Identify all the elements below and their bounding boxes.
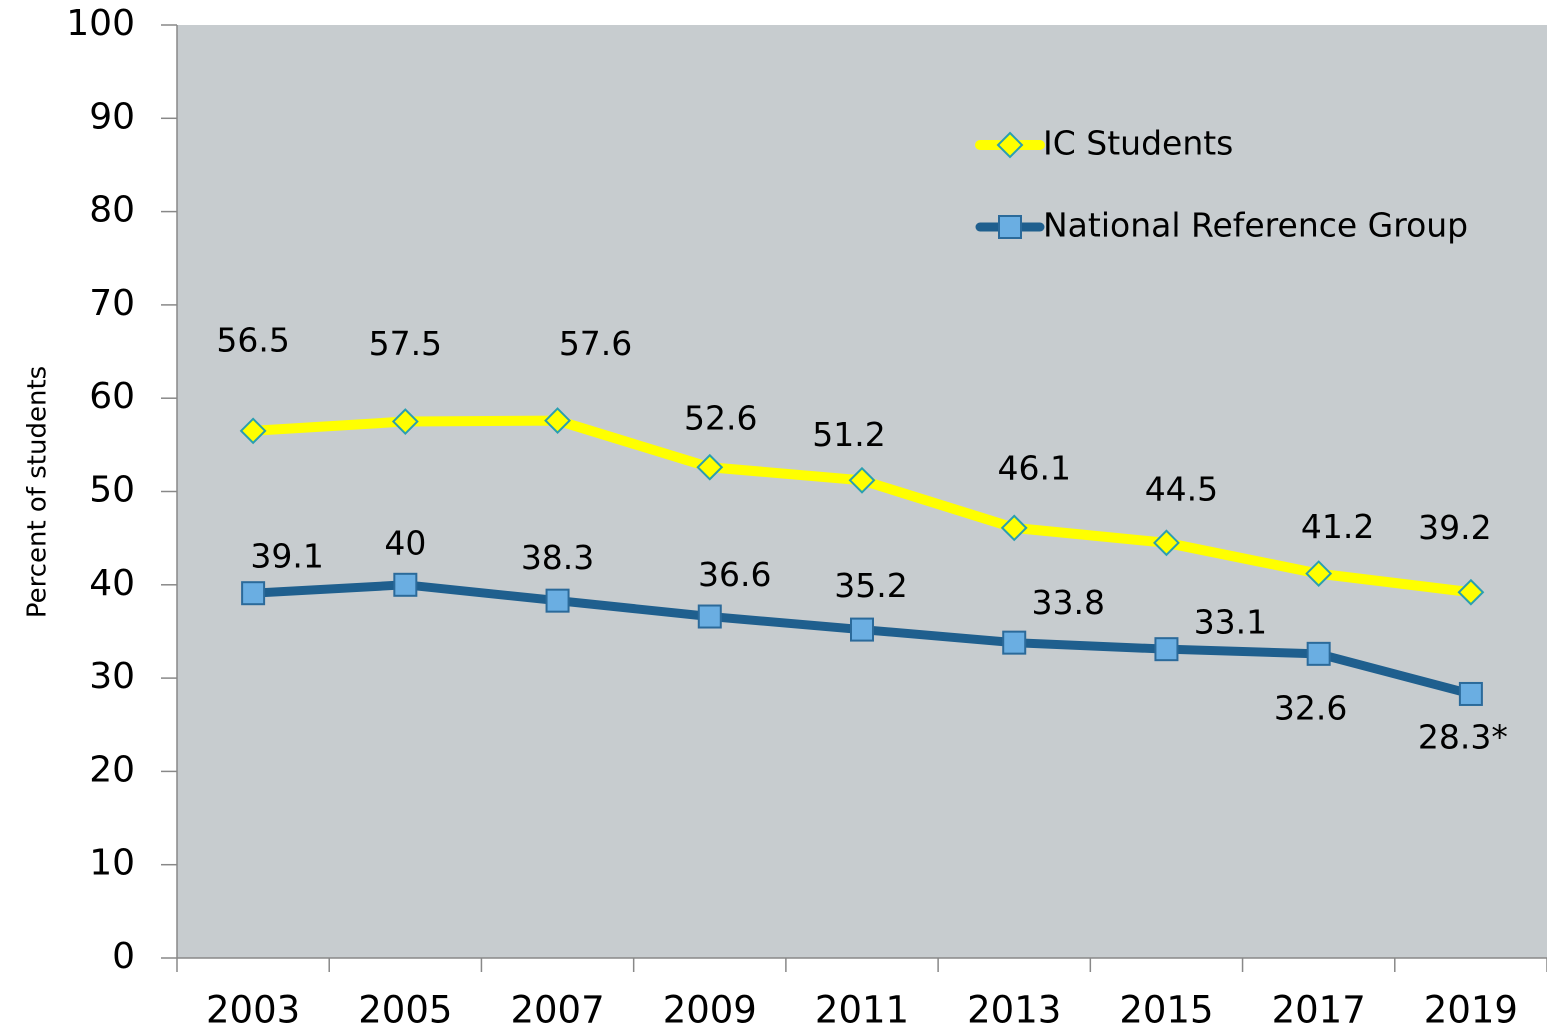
y-axis-label: Percent of students	[23, 366, 53, 618]
legend-label: National Reference Group	[1043, 206, 1468, 245]
data-label: 40	[384, 523, 426, 562]
y-tick-label: 50	[89, 470, 135, 511]
legend-marker	[996, 131, 1024, 159]
data-point	[239, 417, 267, 445]
data-point	[1000, 514, 1028, 542]
data-label: 51.2	[812, 415, 885, 454]
data-label: 32.6	[1274, 688, 1347, 727]
x-tick-label: 2003	[206, 989, 300, 1032]
data-point	[1457, 578, 1485, 606]
y-tick-label: 20	[89, 749, 135, 790]
x-tick-label: 2011	[815, 989, 909, 1032]
data-point	[1153, 529, 1180, 557]
data-label: 44.5	[1145, 469, 1218, 508]
data-label: 38.3	[521, 538, 594, 577]
data-label: 57.5	[369, 324, 442, 363]
data-point	[848, 466, 876, 494]
x-tick-label: 2005	[358, 989, 452, 1032]
data-label: 57.6	[559, 324, 632, 363]
data-point	[1154, 637, 1179, 662]
data-point	[1306, 641, 1331, 666]
data-point	[544, 407, 571, 435]
data-point	[393, 572, 418, 597]
data-label: 33.1	[1194, 603, 1267, 642]
legend-label: IC Students	[1043, 124, 1233, 163]
data-label: 39.1	[250, 537, 323, 576]
data-point	[1002, 630, 1027, 655]
y-tick-label: 0	[112, 936, 135, 977]
y-tick-label: 100	[66, 3, 135, 44]
legend-marker	[998, 215, 1022, 239]
data-point	[545, 588, 570, 613]
x-tick-label: 2019	[1424, 989, 1518, 1032]
x-tick-label: 2009	[663, 989, 757, 1032]
data-label: 35.2	[834, 566, 907, 605]
y-tick-label: 80	[89, 190, 135, 231]
data-point	[1305, 560, 1333, 588]
x-tick-label: 2013	[967, 989, 1061, 1032]
x-tick-label: 2017	[1272, 989, 1366, 1032]
y-tick-label: 10	[89, 843, 135, 884]
data-label: 56.5	[216, 320, 289, 359]
data-point	[696, 453, 724, 481]
data-label: 52.6	[684, 399, 757, 438]
y-tick-label: 30	[89, 656, 135, 697]
y-tick-label: 40	[89, 563, 135, 604]
x-tick-label: 2015	[1119, 989, 1213, 1032]
data-point	[1458, 681, 1483, 706]
data-label: 36.6	[698, 555, 771, 594]
y-tick-label: 90	[89, 96, 135, 137]
data-point	[241, 581, 266, 606]
data-label: 46.1	[997, 448, 1070, 487]
data-label: 28.3*	[1418, 717, 1508, 756]
y-tick-label: 60	[89, 376, 135, 417]
data-point	[850, 617, 874, 642]
y-tick-label: 70	[89, 283, 135, 324]
data-point	[391, 408, 419, 435]
data-label: 41.2	[1301, 507, 1374, 546]
x-tick-label: 2007	[510, 989, 604, 1032]
data-point	[697, 604, 722, 629]
data-label: 39.2	[1418, 508, 1491, 547]
data-label: 33.8	[1031, 583, 1104, 622]
